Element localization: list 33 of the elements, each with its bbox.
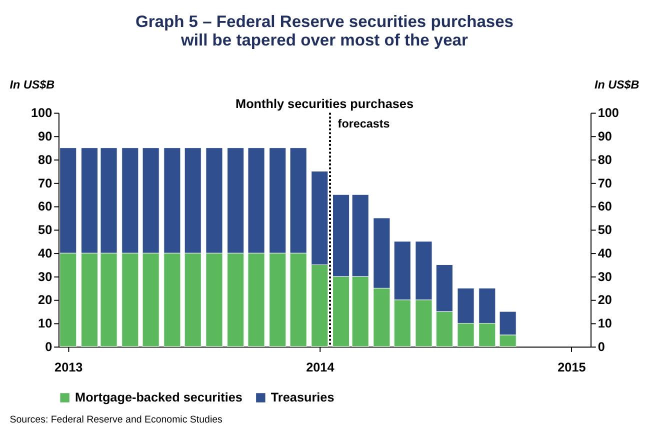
ref-line-label: forecasts: [338, 117, 390, 130]
y2-tick-label: 20: [598, 293, 612, 308]
y2-tick-label: 40: [598, 246, 612, 260]
y-tick-label: 60: [38, 200, 52, 214]
y2-tick-label: 0: [598, 340, 605, 354]
legend-label: Treasuries: [270, 390, 334, 405]
y-tick-label: 80: [38, 152, 52, 167]
y-tick-label: 0: [45, 340, 52, 354]
y-tick-label: 30: [38, 270, 52, 284]
y2-tick-label: 90: [598, 130, 612, 144]
x-tick-label: 2014: [306, 360, 334, 374]
y-tick-label: 20: [38, 293, 52, 308]
y-tick-label: 70: [38, 176, 52, 190]
chart-subtitle: Monthly securities purchases: [236, 96, 414, 111]
source-note: Sources: Federal Reserve and Economic Studies: [10, 414, 223, 426]
y-tick-label: 50: [38, 223, 52, 238]
y-tick-label: 90: [38, 130, 52, 144]
y2-tick-label: 80: [598, 152, 612, 167]
y2-tick-label: 100: [598, 106, 619, 120]
legend-label: Mortgage-backed securities: [75, 390, 242, 405]
y-tick-label: 10: [38, 316, 52, 331]
y-axis-title: In US$B: [10, 78, 55, 92]
chart-title: Graph 5 – Federal Reserve securities purchases will be tapered over most of the year: [135, 12, 514, 50]
x-tick-label: 2015: [558, 360, 586, 374]
x-tick-label: 2013: [54, 360, 83, 374]
y2-axis-title: In US$B: [594, 78, 640, 92]
y2-tick-label: 60: [598, 200, 612, 214]
y2-tick-label: 50: [598, 223, 612, 238]
y2-tick-label: 70: [598, 176, 612, 190]
y-tick-label: 100: [31, 106, 52, 120]
y-tick-label: 40: [38, 246, 52, 260]
y2-tick-label: 30: [598, 270, 612, 284]
y2-tick-label: 10: [598, 316, 612, 331]
